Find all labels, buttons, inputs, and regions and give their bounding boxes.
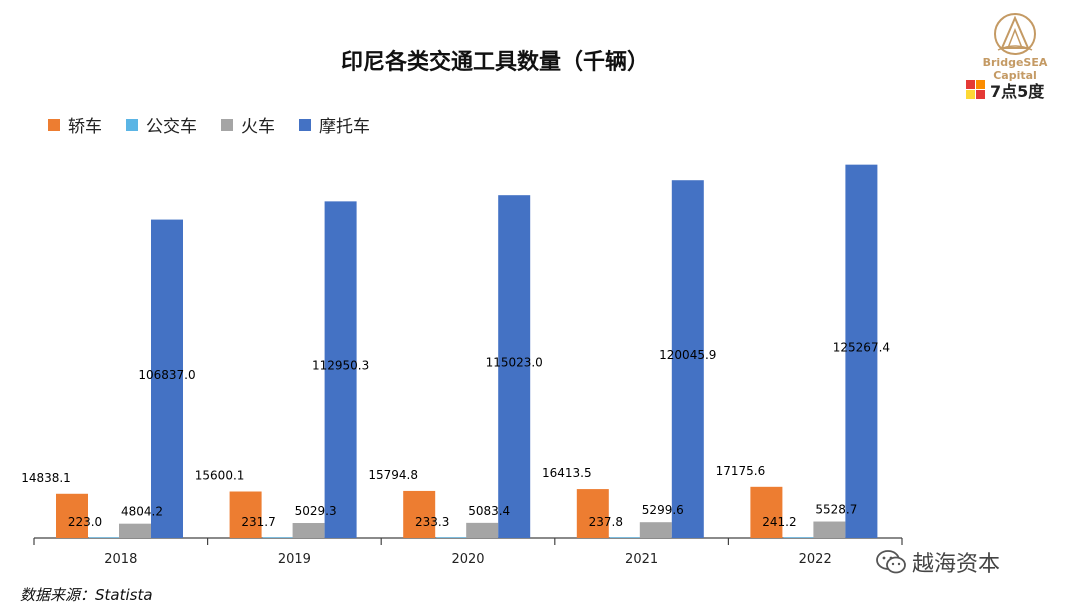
legend-swatch-motorcycle bbox=[299, 118, 311, 131]
data-label: 14838.1 bbox=[21, 471, 71, 485]
legend-item-train: 火车 bbox=[221, 112, 275, 137]
data-label: 106837.0 bbox=[138, 368, 195, 382]
legend-label-car: 轿车 bbox=[68, 117, 102, 137]
wechat-icon bbox=[876, 550, 906, 574]
data-label: 237.8 bbox=[589, 515, 623, 529]
bar bbox=[262, 537, 295, 538]
badge: 7点5度 bbox=[966, 78, 1044, 102]
bar bbox=[229, 491, 262, 538]
source-text: 数据来源：Statista bbox=[20, 586, 153, 604]
bar bbox=[403, 490, 436, 538]
watermark: 越海资本 bbox=[876, 546, 1000, 578]
bar bbox=[845, 164, 878, 538]
bar bbox=[671, 180, 704, 539]
logo-text: BridgeSEA Capital bbox=[982, 56, 1048, 82]
bar bbox=[151, 219, 183, 538]
bar bbox=[56, 493, 88, 538]
data-label: 15794.8 bbox=[368, 468, 418, 482]
legend-item-car: 轿车 bbox=[48, 112, 102, 137]
data-label: 125267.4 bbox=[833, 340, 890, 354]
watermark-text: 越海资本 bbox=[912, 552, 1001, 577]
data-label: 112950.3 bbox=[312, 359, 369, 373]
legend-label-bus: 公交车 bbox=[146, 117, 197, 137]
legend-swatch-train bbox=[221, 118, 233, 131]
data-label: 5528.7 bbox=[815, 503, 857, 517]
bar bbox=[324, 201, 357, 538]
data-label: 120045.9 bbox=[659, 348, 716, 362]
bar bbox=[813, 521, 846, 538]
data-label: 223.0 bbox=[68, 515, 102, 529]
legend-item-motorcycle: 摩托车 bbox=[299, 112, 370, 137]
data-label: 5029.3 bbox=[295, 504, 337, 518]
bar bbox=[576, 489, 609, 538]
x-tick-label: 2022 bbox=[799, 552, 832, 567]
bar bbox=[89, 537, 121, 538]
data-label: 231.7 bbox=[241, 515, 275, 529]
chart-title: 印尼各类交通工具数量（千辆） bbox=[340, 50, 649, 75]
badge-icon bbox=[966, 80, 985, 99]
badge-text: 7点5度 bbox=[990, 82, 1045, 101]
bar bbox=[498, 195, 531, 539]
x-axis: 2018 2019 2020 2021 2022 bbox=[33, 537, 903, 567]
bar bbox=[292, 523, 325, 538]
data-label: 16413.5 bbox=[542, 466, 592, 480]
data-label: 4804.2 bbox=[121, 505, 163, 519]
x-tick-label: 2020 bbox=[451, 552, 484, 567]
bar bbox=[750, 486, 783, 538]
legend-item-bus: 公交车 bbox=[126, 112, 197, 137]
legend-label-train: 火车 bbox=[241, 117, 275, 137]
bar bbox=[609, 537, 642, 538]
data-label: 5083.4 bbox=[468, 504, 510, 518]
data-labels: 14838.1 223.0 4804.2 106837.0 15600.1 231.7 50… bbox=[21, 340, 890, 529]
data-label: 15600.1 bbox=[195, 469, 245, 483]
bar bbox=[119, 523, 151, 538]
data-label: 241.2 bbox=[762, 515, 796, 529]
x-tick-label: 2021 bbox=[625, 552, 658, 567]
legend-swatch-bus bbox=[126, 118, 138, 131]
bridgesea-logo-icon bbox=[994, 13, 1036, 55]
bar bbox=[436, 537, 469, 538]
data-label: 115023.0 bbox=[486, 356, 543, 370]
chart-legend: 轿车 公交车 火车 摩托车 bbox=[48, 112, 370, 137]
data-label: 5299.6 bbox=[642, 503, 684, 517]
data-label: 233.3 bbox=[415, 515, 449, 529]
data-label: 17175.6 bbox=[716, 464, 766, 478]
bar bbox=[466, 522, 499, 538]
bar bbox=[639, 522, 672, 538]
bar bbox=[783, 537, 816, 538]
x-tick-label: 2019 bbox=[278, 552, 311, 567]
legend-label-motorcycle: 摩托车 bbox=[319, 117, 370, 137]
x-tick-label: 2018 bbox=[104, 552, 137, 567]
bars bbox=[56, 164, 878, 539]
legend-swatch-car bbox=[48, 118, 60, 131]
